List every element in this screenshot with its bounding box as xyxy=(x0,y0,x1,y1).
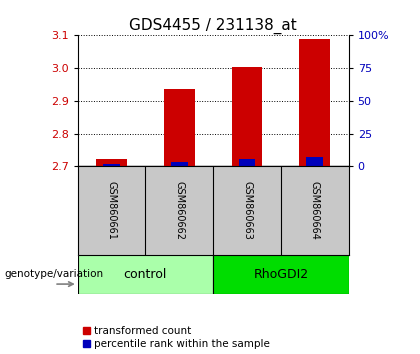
Text: genotype/variation: genotype/variation xyxy=(4,269,103,279)
Bar xyxy=(164,90,194,166)
Bar xyxy=(78,255,213,294)
Title: GDS4455 / 231138_at: GDS4455 / 231138_at xyxy=(129,18,297,34)
Bar xyxy=(103,164,120,166)
Bar xyxy=(299,39,330,166)
Text: GSM860664: GSM860664 xyxy=(310,181,320,240)
Text: RhoGDI2: RhoGDI2 xyxy=(253,268,308,281)
Text: GSM860662: GSM860662 xyxy=(174,181,184,240)
Text: GSM860663: GSM860663 xyxy=(242,181,252,240)
Bar xyxy=(232,68,262,166)
Text: control: control xyxy=(124,268,167,281)
Bar xyxy=(213,255,349,294)
Text: GSM860661: GSM860661 xyxy=(107,181,117,240)
Legend: transformed count, percentile rank within the sample: transformed count, percentile rank withi… xyxy=(83,326,270,349)
Bar xyxy=(96,159,127,166)
Bar xyxy=(239,159,255,166)
Bar xyxy=(306,156,323,166)
Bar xyxy=(171,162,188,166)
